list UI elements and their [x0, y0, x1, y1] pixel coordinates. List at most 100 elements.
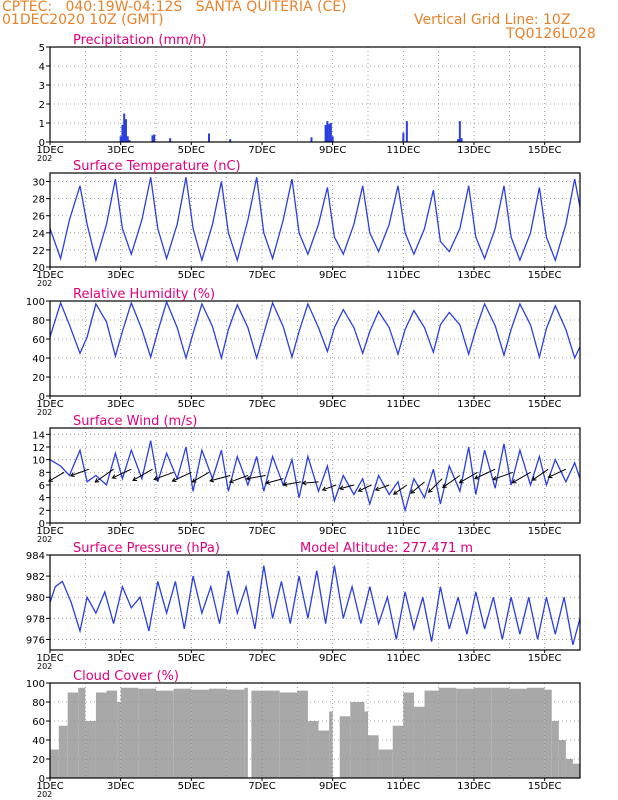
cloud-bar: [85, 721, 96, 778]
humidity-ytick-label: 80: [32, 316, 45, 327]
wind-ytick-label: 14: [32, 430, 45, 441]
wind-ytick-label: 2: [39, 506, 45, 517]
precipitation-xsub-label: 202: [37, 154, 52, 163]
cloud-bar: [95, 692, 107, 778]
precipitation-ytick-label: 5: [39, 43, 45, 54]
wind-arrow-head: [191, 478, 197, 483]
precipitation-bar: [126, 136, 129, 142]
humidity-xtick-label: 11DEC: [386, 399, 420, 410]
cloud-bar: [156, 690, 174, 778]
wind-arrow-head: [357, 487, 363, 493]
humidity-plot-area: [50, 301, 580, 396]
cloud-xtick-label: 1DEC: [36, 781, 63, 792]
precipitation-bar: [128, 140, 131, 142]
temperature-ytick-label: 28: [32, 195, 45, 206]
wind-arrow: [474, 468, 496, 480]
cloud-bar: [58, 725, 68, 778]
cloud-bar: [297, 690, 308, 778]
cloud-bar: [378, 749, 393, 778]
wind-arrow-head: [301, 480, 307, 486]
cloud-bar: [474, 687, 492, 778]
cloud-bar: [67, 692, 79, 778]
cloud-bar: [551, 721, 559, 778]
wind-arrow-head: [492, 476, 498, 481]
precipitation-xtick-label: 5DEC: [178, 145, 205, 156]
cloud-bar: [251, 690, 262, 778]
temperature-ytick-label: 26: [32, 212, 45, 223]
humidity-ytick-label: 100: [26, 297, 45, 308]
wind-arrow: [283, 481, 301, 486]
cloud-bar: [368, 735, 379, 778]
cloud-bar: [350, 702, 365, 778]
temperature-xtick-label: 11DEC: [386, 270, 420, 281]
wind-series-line: [49, 440, 581, 513]
cloud-ytick-label: 40: [32, 736, 45, 747]
cloud-bar: [509, 688, 527, 778]
wind-arrow-head: [458, 478, 464, 484]
humidity-ytick-label: 60: [32, 335, 45, 346]
wind-arrow-head: [547, 473, 553, 479]
wind-arrow-head: [245, 475, 251, 481]
cloud-bar: [307, 721, 319, 778]
precipitation-ytick-label: 4: [39, 62, 45, 73]
wind-arrow: [459, 471, 478, 484]
precipitation-bar: [326, 121, 329, 142]
wind-ytick-label: 0: [39, 519, 45, 530]
temperature-ytick-label: 24: [32, 229, 45, 240]
wind-arrow-head: [153, 476, 159, 481]
precipitation-ytick-label: 0: [39, 138, 45, 149]
wind-arrow-head: [111, 474, 117, 479]
wind-arrow-head: [171, 477, 177, 483]
wind-arrow: [302, 481, 319, 484]
precipitation-bar: [405, 121, 408, 142]
wind-arrow-head: [442, 483, 447, 488]
cloud-bar: [262, 690, 280, 778]
cloud-bar: [438, 687, 457, 778]
precipitation-xtick-label: 1DEC: [36, 145, 63, 156]
cloud-ytick-label: 60: [32, 717, 45, 728]
wind-arrow: [322, 484, 337, 491]
wind-arrow: [428, 478, 443, 493]
humidity-title: Relative Humidity (%): [73, 287, 215, 302]
cloud-xtick-label: 7DEC: [248, 781, 275, 792]
wind-arrow: [70, 468, 90, 477]
cloud-bar: [50, 749, 59, 778]
cloud-bar: [565, 759, 573, 778]
wind-frame: [49, 427, 581, 524]
temperature-plot-area: [50, 173, 580, 267]
wind-arrow: [209, 475, 231, 482]
humidity-xtick-label: 5DEC: [178, 399, 205, 410]
cloud-ytick-label: 100: [26, 679, 45, 690]
wind-title: Surface Wind (m/s): [73, 414, 197, 429]
wind-arrow: [229, 475, 249, 483]
pressure-ytick-label: 980: [26, 593, 45, 604]
cloud-bar: [318, 730, 330, 778]
cloud-bar: [138, 688, 156, 778]
wind-arrow: [192, 471, 210, 483]
humidity-ytick-label: 20: [32, 373, 45, 384]
precipitation-title: Precipitation (mm/h): [73, 33, 206, 48]
pressure-xtick-label: 7DEC: [248, 653, 275, 664]
precipitation-xtick-label: 13DEC: [457, 145, 491, 156]
cloud-bar: [572, 763, 580, 778]
wind-xtick-label: 9DEC: [319, 526, 346, 537]
wind-arrow: [246, 475, 266, 480]
precipitation-bar: [310, 137, 313, 142]
cloud-bar: [173, 688, 192, 778]
precipitation-bar: [329, 123, 332, 142]
header-model-code: TQ0126L028: [506, 26, 596, 42]
cloud-bar: [329, 711, 333, 778]
pressure-annotation: Model Altitude: 277.471 m: [300, 541, 473, 556]
wind-arrow: [48, 471, 65, 482]
cloud-frame: [49, 682, 581, 779]
pressure-xtick-label: 1DEC: [36, 653, 63, 664]
wind-ytick-label: 6: [39, 481, 45, 492]
precipitation-ytick-label: 3: [39, 81, 45, 92]
pressure-ytick-label: 984: [26, 551, 45, 562]
wind-arrow: [375, 484, 390, 491]
pressure-xtick-label: 3DEC: [107, 653, 134, 664]
pressure-xtick-label: 5DEC: [178, 653, 205, 664]
precipitation-bar: [460, 138, 463, 142]
pressure-title: Surface Pressure (hPa): [73, 541, 220, 556]
